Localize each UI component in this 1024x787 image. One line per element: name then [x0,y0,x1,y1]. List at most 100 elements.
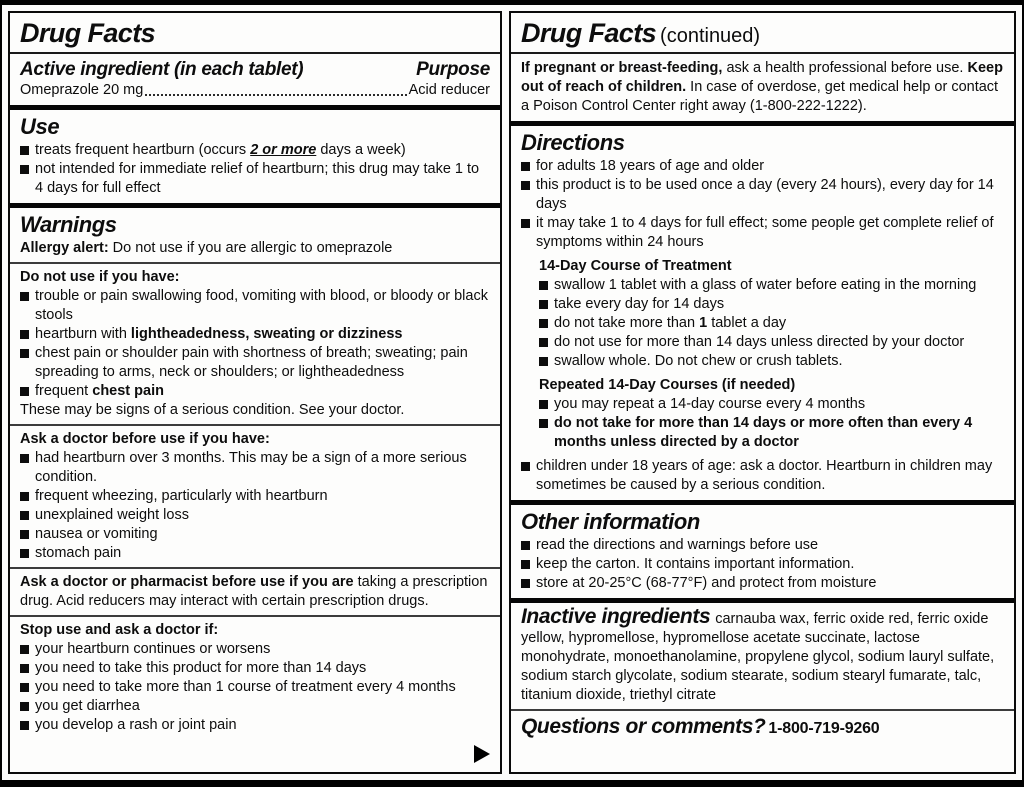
subsection-divider [10,262,500,265]
list-item: frequent wheezing, particularly with hea… [20,487,490,506]
bullet-square-icon [539,280,548,290]
bullet-square-icon [521,579,530,589]
bullet-square-icon [20,721,29,731]
list-item: this product is to be used once a day (e… [521,176,1004,214]
list-item-text: chest pain or shoulder pain with shortne… [35,345,468,381]
bullet-square-icon [20,530,29,540]
list-item: keep the carton. It contains important i… [521,555,1004,574]
bullet-square-icon [20,349,29,359]
section-divider [511,499,1014,505]
drug-facts-panel-right: Drug Facts (continued) If pregnant or bre… [509,11,1016,774]
inactive-ingredients-text: carnauba wax, ferric oxide red, ferric o… [521,611,995,704]
section-divider [10,202,500,208]
list-item-text: children under 18 years of age: ask a do… [536,457,993,493]
ask-doctor-heading: Ask a doctor before use if you have: [20,431,270,448]
list-item: swallow whole. Do not chew or crush tabl… [539,352,1004,371]
list-item: trouble or pain swallowing food, vomitin… [20,287,490,325]
drug-facts-panel-left: Drug Facts Active ingredient (in each ta… [8,11,502,774]
inactive-ingredients-heading: Inactive ingredients [521,605,711,629]
active-ingredient-row: Omeprazole 20 mg Acid reducer [20,81,490,100]
subsection-divider [10,424,500,427]
list-item-text: do not take for more than 14 days or mor… [554,414,973,450]
panel-title: Drug Facts (continued) [521,18,1004,49]
list-item: you get diarrhea [20,697,490,716]
section-divider [511,120,1014,126]
list-item: not intended for immediate relief of hea… [20,160,490,198]
other-information-heading: Other information [521,508,700,534]
warnings-heading: Warnings [20,211,117,237]
bullet-square-icon [20,164,29,174]
list-item: unexplained weight loss [20,506,490,525]
ask-pharmacist-text: Ask a doctor or pharmacist before use if… [20,574,488,610]
list-item-text: for adults 18 years of age and older [536,157,765,174]
purpose-heading: Purpose [416,58,490,80]
bullet-square-icon [20,292,29,302]
list-item: it may take 1 to 4 days for full effect;… [521,214,1004,252]
list-item-text: trouble or pain swallowing food, vomitin… [35,288,488,324]
list-item-text: nausea or vomiting [35,526,158,543]
bullet-square-icon [20,330,29,340]
panel-title-text: Drug Facts [521,18,657,48]
list-item: nausea or vomiting [20,525,490,544]
list-item: stomach pain [20,544,490,563]
inactive-ingredients: Inactive ingredients carnauba wax, ferric… [521,605,1004,705]
bullet-square-icon [20,683,29,693]
list-item-text: you may repeat a 14-day course every 4 m… [554,395,866,412]
bullet-square-icon [539,356,548,366]
list-item: had heartburn over 3 months. This may be… [20,449,490,487]
list-item: children under 18 years of age: ask a do… [521,457,1004,495]
bullet-square-icon [539,399,548,409]
list-item-text: store at 20-25°C (68-77°F) and protect f… [536,575,877,592]
bullet-square-icon [521,218,530,228]
bullet-square-icon [521,560,530,570]
list-item: do not use for more than 14 days unless … [539,333,1004,352]
title-divider [10,51,500,54]
list-item-text: swallow 1 tablet with a glass of water b… [554,276,977,293]
list-item: you may repeat a 14-day course every 4 m… [539,395,1004,414]
bullet-square-icon [539,318,548,328]
questions-row: Questions or comments? 1-800-719-9260 [521,715,1004,739]
continued-arrow-icon [474,745,490,763]
panel-title: Drug Facts [20,18,156,48]
list-item-text: do not take more than 1 tablet a day [554,314,787,331]
list-item: swallow 1 tablet with a glass of water b… [539,276,1004,295]
list-item-text: heartburn with lightheadedness, sweating… [35,326,403,343]
list-item: chest pain or shoulder pain with shortne… [20,344,490,382]
bullet-square-icon [20,387,29,397]
dotted-leader [145,93,407,96]
list-item-text: swallow whole. Do not chew or crush tabl… [554,352,843,369]
list-item-text: treats frequent heartburn (occurs 2 or m… [35,141,406,158]
list-item-text: frequent chest pain [35,383,164,400]
bullet-square-icon [20,454,29,464]
bullet-square-icon [20,145,29,155]
list-item: read the directions and warnings before … [521,536,1004,555]
list-item-text: read the directions and warnings before … [536,537,819,554]
list-item-text: had heartburn over 3 months. This may be… [35,450,467,486]
list-item-text: take every day for 14 days [554,295,725,312]
title-divider [511,51,1014,54]
list-item: do not take for more than 14 days or mor… [539,414,1004,452]
bullet-square-icon [539,299,548,309]
course-heading: 14-Day Course of Treatment [539,257,732,274]
bullet-square-icon [20,664,29,674]
allergy-alert: Allergy alert: Do not use if you are all… [20,240,393,257]
list-item: treats frequent heartburn (occurs 2 or m… [20,141,490,160]
bullet-square-icon [521,461,530,471]
do-not-use-heading: Do not use if you have: [20,269,180,286]
bullet-square-icon [539,418,548,428]
subsection-divider [10,567,500,570]
pregnancy-warning: If pregnant or breast-feeding, ask a hea… [521,59,1003,114]
list-item: store at 20-25°C (68-77°F) and protect f… [521,574,1004,593]
use-heading: Use [20,113,60,139]
active-ingredient-heading: Active ingredient (in each tablet) [20,58,304,80]
questions-phone: 1-800-719-9260 [768,720,880,738]
ingredient-purpose: Acid reducer [408,81,490,98]
list-item-text: do not use for more than 14 days unless … [554,333,965,350]
list-item: take every day for 14 days [539,295,1004,314]
list-item-text: not intended for immediate relief of hea… [35,160,480,196]
repeated-course-heading: Repeated 14-Day Courses (if needed) [539,376,796,393]
list-item-text: your heartburn continues or worsens [35,641,271,658]
subsection-divider [511,709,1014,712]
list-item-text: you develop a rash or joint pain [35,717,237,734]
list-item: for adults 18 years of age and older [521,157,1004,176]
